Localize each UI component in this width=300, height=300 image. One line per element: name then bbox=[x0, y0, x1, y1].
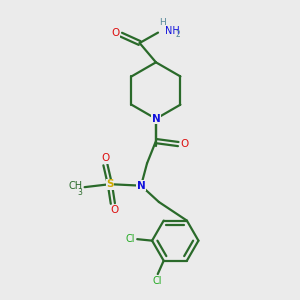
Text: Cl: Cl bbox=[126, 234, 135, 244]
Text: N: N bbox=[152, 114, 160, 124]
Text: O: O bbox=[101, 153, 110, 163]
Text: NH: NH bbox=[165, 26, 179, 36]
Text: 2: 2 bbox=[175, 31, 180, 40]
Text: O: O bbox=[112, 28, 120, 38]
Text: O: O bbox=[110, 205, 118, 215]
Text: O: O bbox=[181, 139, 189, 149]
Text: H: H bbox=[159, 18, 166, 27]
Text: Cl: Cl bbox=[153, 276, 163, 286]
Text: CH: CH bbox=[68, 181, 82, 191]
Text: N: N bbox=[137, 181, 146, 191]
Text: S: S bbox=[106, 179, 114, 189]
Text: 3: 3 bbox=[78, 188, 82, 197]
